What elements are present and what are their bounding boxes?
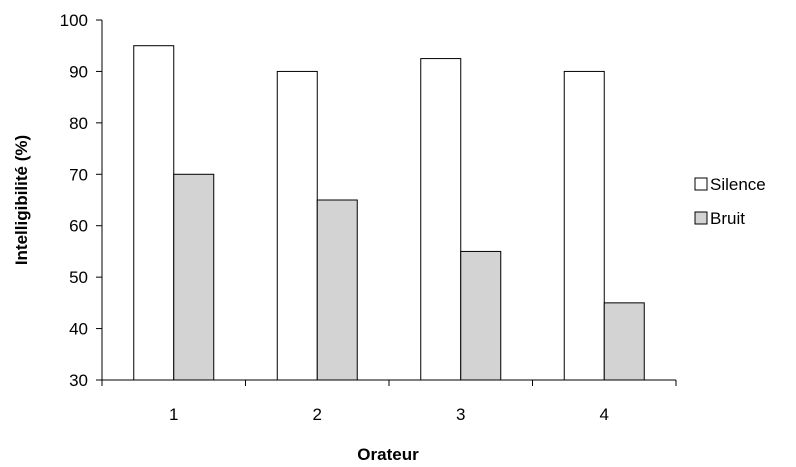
- bar-bruit-3: [460, 250, 502, 381]
- y-tick-label-60: 60: [69, 217, 88, 236]
- legend-label-bruit: Bruit: [710, 209, 745, 228]
- y-tick-label-90: 90: [69, 62, 88, 81]
- plot-area: 30 40 50 60 70 80 90 100 1 2 3 4: [60, 11, 677, 424]
- bar-bruit-4: [603, 302, 645, 381]
- bar-silence-1: [133, 45, 175, 381]
- bar-silence-4: [563, 70, 605, 381]
- bar-bruit-2: [316, 199, 358, 381]
- legend-swatch-bruit: [694, 211, 708, 225]
- y-tick-label-40: 40: [69, 320, 88, 339]
- bar-silence-2: [276, 70, 318, 381]
- y-tick-label-70: 70: [69, 165, 88, 184]
- x-tick-label-3: 3: [456, 405, 465, 424]
- bar-bruit-1: [173, 173, 215, 381]
- legend-label-silence: Silence: [710, 175, 766, 194]
- bar-silence-3: [420, 58, 462, 381]
- x-tick-label-2: 2: [313, 405, 322, 424]
- legend-swatch-silence: [694, 177, 708, 191]
- x-axis-title: Orateur: [357, 445, 419, 464]
- x-tick-label-4: 4: [600, 405, 609, 424]
- y-tick-label-30: 30: [69, 371, 88, 390]
- legend: Silence Bruit: [694, 175, 766, 228]
- y-tick-label-80: 80: [69, 114, 88, 133]
- y-axis-title: Intelligibilité (%): [12, 135, 31, 265]
- y-tick-label-50: 50: [69, 268, 88, 287]
- x-tick-label-1: 1: [169, 405, 178, 424]
- y-tick-label-100: 100: [60, 11, 88, 30]
